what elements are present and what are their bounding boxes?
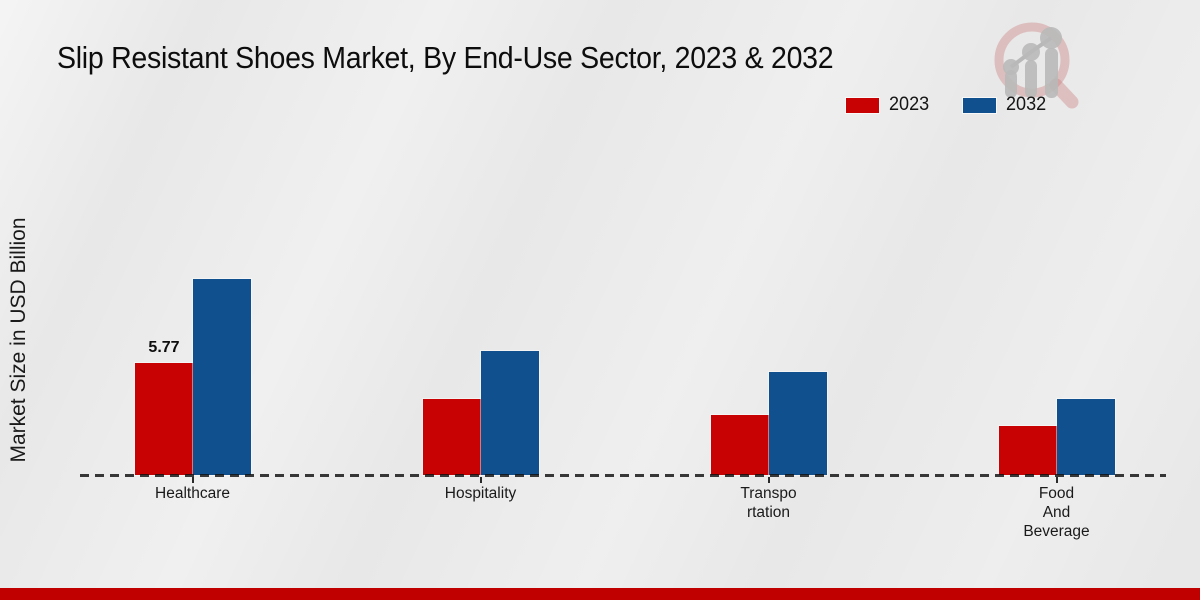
category-label-hospitality: Hospitality <box>444 485 517 502</box>
x-axis-baseline <box>80 474 1166 477</box>
bar-2023-hospitality <box>423 399 481 475</box>
bar-2032-food-and-beverage <box>1057 399 1115 475</box>
bar-value-label-2023-healthcare: 5.77 <box>148 339 180 356</box>
legend-swatch-2032 <box>963 97 997 113</box>
x-axis-tick-transportation <box>767 477 770 483</box>
category-label-healthcare: Healthcare <box>155 485 230 502</box>
footer-accent-bar <box>0 588 1200 600</box>
legend-label-2023: 2023 <box>889 94 930 115</box>
bar-2023-transportation <box>711 415 769 475</box>
x-axis-tick-food-and-beverage <box>1055 477 1058 483</box>
bar-2032-hospitality <box>481 351 539 475</box>
legend-item-2023: 2023 <box>846 94 931 116</box>
category-label-food-and-beverage: Food And Beverage <box>1023 485 1090 540</box>
legend: 2023 2032 <box>846 94 1049 116</box>
page-title: Slip Resistant Shoes Market, By End-Use … <box>57 40 834 75</box>
bar-2032-transportation <box>769 372 827 475</box>
x-axis-tick-hospitality <box>479 477 482 483</box>
legend-item-2032: 2032 <box>963 94 1048 116</box>
bar-2023-healthcare <box>135 363 193 475</box>
bar-2023-food-and-beverage <box>999 426 1057 475</box>
legend-label-2032: 2032 <box>1006 94 1047 115</box>
x-axis-tick-healthcare <box>191 477 194 483</box>
category-label-transportation: Transpo rtation <box>740 485 797 521</box>
magnifier-bar-chart-logo-icon <box>994 22 1079 109</box>
legend-swatch-2023 <box>846 97 879 113</box>
bar-2032-healthcare <box>193 279 251 475</box>
